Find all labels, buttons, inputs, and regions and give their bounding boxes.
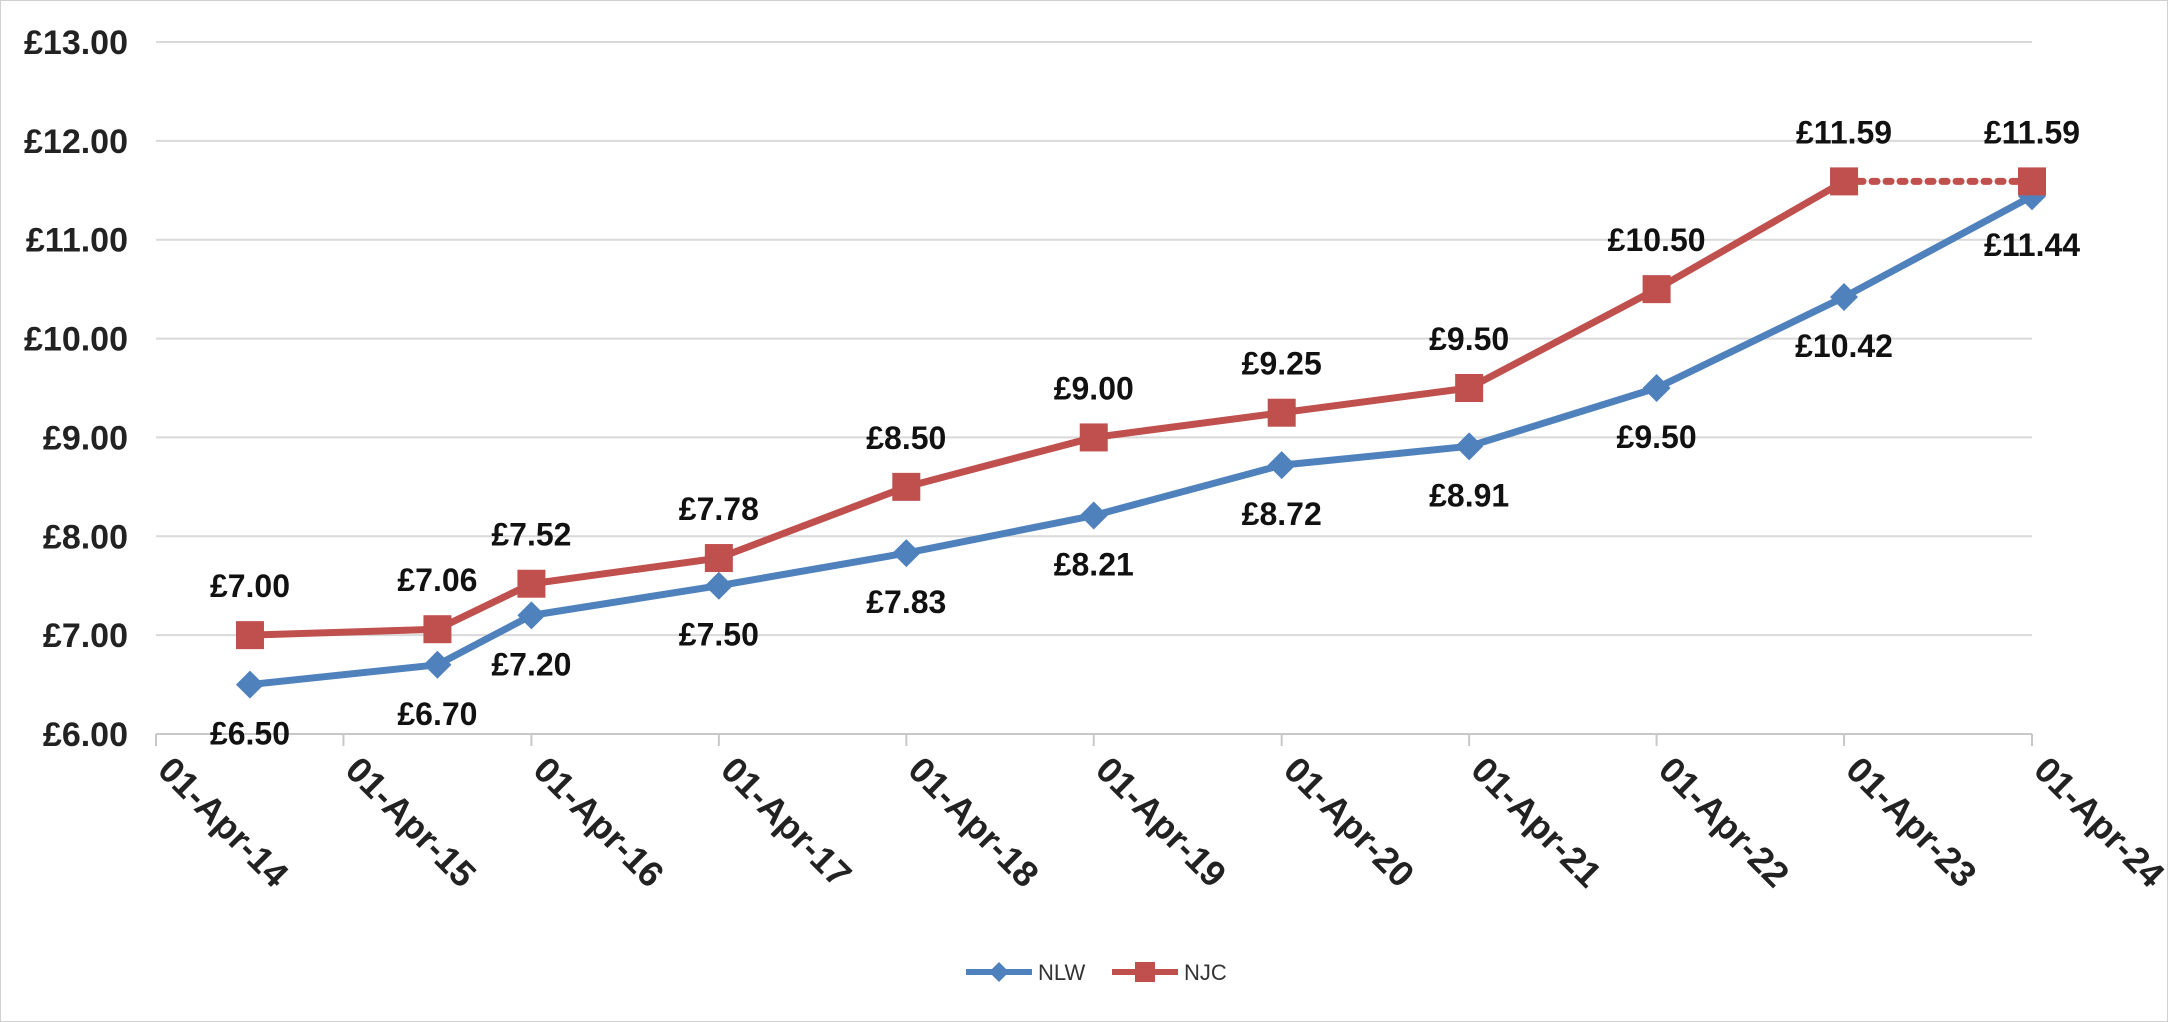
data-labels: £6.50 £6.70 £7.20 £7.50 £7.83 £8.21 £8.72 £8.91… <box>210 114 2080 751</box>
data-point-nlw <box>1079 501 1108 530</box>
data-point-njc <box>1267 398 1296 427</box>
legend-label-njc: NJC <box>1184 960 1227 985</box>
data-point-njc <box>423 615 452 644</box>
data-label-nlw: £7.83 <box>866 584 946 620</box>
x-axis-tick-labels: 01-Apr-14 01-Apr-15 01-Apr-16 01-Apr-17 01-A… <box>150 749 2168 895</box>
data-point-njc <box>704 544 733 573</box>
data-label-njc: £9.00 <box>1054 370 1134 406</box>
legend-marker-nlw <box>989 962 1009 982</box>
y-tick-label: £10.00 <box>24 321 128 359</box>
data-label-nlw: £10.42 <box>1795 328 1893 364</box>
data-label-njc: £8.50 <box>866 420 946 456</box>
x-tick-label: 01-Apr-19 <box>1088 749 1234 895</box>
series-markers <box>235 167 2046 699</box>
gridlines <box>156 41 2032 735</box>
legend: NLW NJC <box>966 960 1227 985</box>
data-point-njc <box>235 621 264 650</box>
data-label-nlw: £7.20 <box>491 646 571 682</box>
data-point-nlw <box>517 601 546 630</box>
legend-label-nlw: NLW <box>1038 960 1085 985</box>
data-label-njc: £7.00 <box>210 568 290 604</box>
data-point-njc <box>1642 275 1671 304</box>
y-tick-label: £8.00 <box>43 518 128 556</box>
y-tick-label: £12.00 <box>24 123 128 161</box>
data-point-njc <box>1079 423 1108 452</box>
y-tick-label: £11.00 <box>26 222 128 260</box>
x-tick-label: 01-Apr-22 <box>1651 749 1797 895</box>
data-label-njc: £7.78 <box>679 491 759 527</box>
legend-marker-njc <box>1135 962 1155 982</box>
data-point-njc <box>2018 167 2046 196</box>
x-tick-label: 01-Apr-16 <box>526 749 672 895</box>
data-point-njc <box>1455 374 1484 402</box>
data-label-njc: £11.59 <box>1796 114 1892 150</box>
data-label-njc: £9.25 <box>1242 346 1322 382</box>
data-point-njc <box>517 569 546 598</box>
data-label-nlw: £7.50 <box>679 617 759 653</box>
data-label-nlw: £8.72 <box>1242 496 1322 532</box>
data-label-njc: £10.50 <box>1608 222 1706 258</box>
data-label-nlw: £6.70 <box>397 696 477 732</box>
series-line-njc <box>249 178 1846 639</box>
data-point-nlw <box>1267 451 1296 480</box>
data-point-nlw <box>1830 283 1859 312</box>
y-tick-label: £9.00 <box>43 419 128 457</box>
series-line-nlw <box>249 193 2034 689</box>
x-tick-label: 01-Apr-23 <box>1838 749 1984 895</box>
data-point-nlw <box>235 670 264 699</box>
x-tick-label: 01-Apr-14 <box>150 749 296 895</box>
data-point-nlw <box>704 571 733 600</box>
data-label-nlw: £8.21 <box>1054 547 1134 583</box>
data-label-nlw: £11.44 <box>1984 227 2080 263</box>
axes <box>155 734 2033 746</box>
data-label-njc: £7.06 <box>397 562 477 598</box>
data-point-nlw <box>892 539 921 568</box>
x-tick-label: 01-Apr-17 <box>713 749 859 895</box>
y-tick-label: £13.00 <box>24 24 128 62</box>
data-point-njc <box>892 472 921 501</box>
data-point-njc <box>1830 167 1859 196</box>
x-tick-label: 01-Apr-21 <box>1463 749 1609 895</box>
data-point-nlw <box>1642 374 1671 402</box>
y-tick-label: £6.00 <box>43 716 128 754</box>
data-label-nlw: £9.50 <box>1617 419 1697 455</box>
series-lines <box>249 177 2036 689</box>
data-point-nlw <box>423 650 452 679</box>
x-tick-label: 01-Apr-15 <box>338 749 484 895</box>
data-label-njc: £7.52 <box>491 517 571 553</box>
data-point-nlw <box>1455 432 1484 461</box>
data-label-njc: £9.50 <box>1429 321 1509 357</box>
data-label-njc: £11.59 <box>1984 114 2080 150</box>
data-label-nlw: £6.50 <box>210 716 290 752</box>
x-tick-label: 01-Apr-24 <box>2026 749 2168 895</box>
x-tick-label: 01-Apr-20 <box>1276 749 1422 895</box>
data-label-nlw: £8.91 <box>1429 477 1509 513</box>
y-axis-tick-labels: £6.00 £7.00 £8.00 £9.00 £10.00 £11.00 £12.00 £1… <box>24 24 128 754</box>
y-tick-label: £7.00 <box>43 617 128 655</box>
x-tick-label: 01-Apr-18 <box>901 749 1047 895</box>
